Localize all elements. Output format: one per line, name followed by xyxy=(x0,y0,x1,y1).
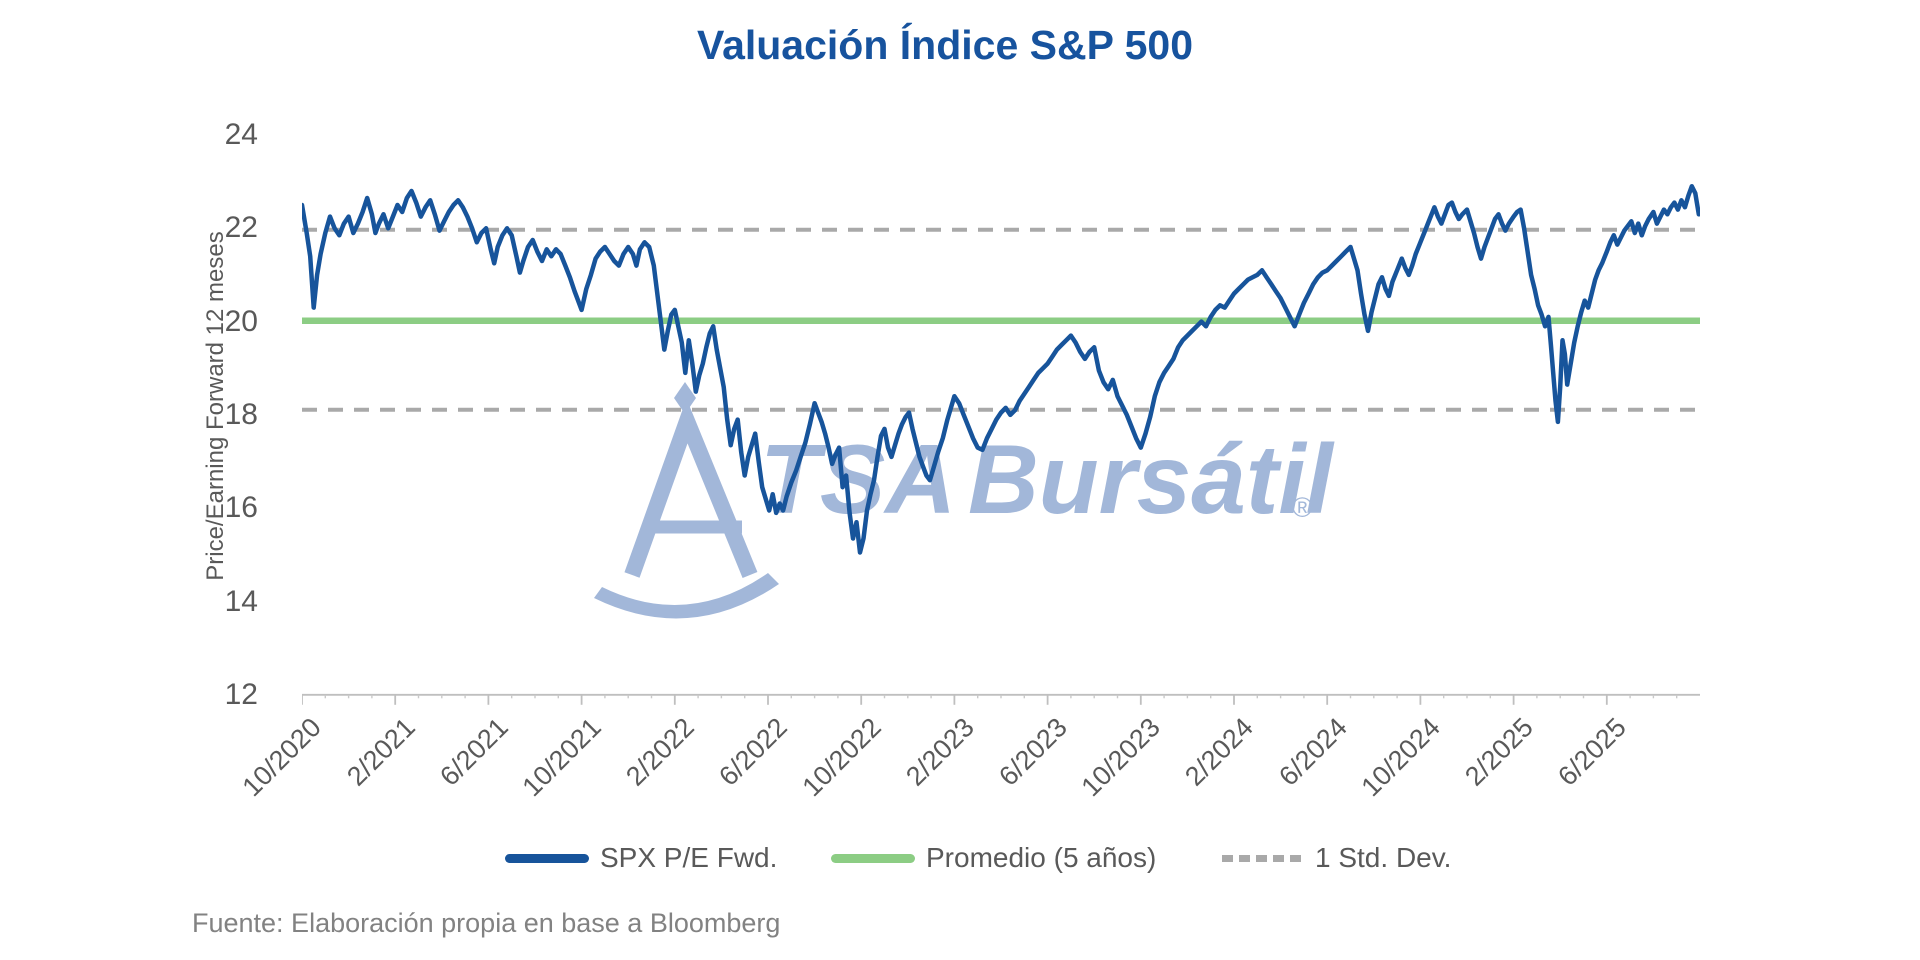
x-tick-label: 10/2023 xyxy=(1075,712,1167,803)
spx-pe-line xyxy=(302,184,1700,555)
x-axis xyxy=(302,693,1700,705)
chart-title: Valuación Índice S&P 500 xyxy=(696,22,1194,68)
y-tick-label: 18 xyxy=(224,397,258,431)
legend-line-swatch xyxy=(831,853,915,863)
x-tick-label: 10/2021 xyxy=(516,712,607,803)
legend-item: SPX P/E Fwd. xyxy=(505,842,777,874)
y-tick-label: 24 xyxy=(224,118,258,151)
y-tick-label: 20 xyxy=(224,304,258,338)
legend-dashed-swatch xyxy=(1222,854,1304,862)
y-tick-label: 14 xyxy=(224,584,258,618)
x-tick-label: 10/2020 xyxy=(236,712,328,803)
y-tick-label: 16 xyxy=(224,491,258,525)
legend-label: SPX P/E Fwd. xyxy=(600,842,778,873)
y-tick-label: 22 xyxy=(224,211,258,245)
x-tick-label: 10/2022 xyxy=(796,712,887,803)
watermark-text-regular: Bursátil xyxy=(968,424,1335,534)
legend-label: Promedio (5 años) xyxy=(926,842,1157,873)
legend-label: 1 Std. Dev. xyxy=(1315,842,1452,873)
reference-lines xyxy=(302,227,1700,412)
legend-item: 1 Std. Dev. xyxy=(1222,842,1451,874)
watermark-swoosh xyxy=(594,573,779,619)
watermark-registered-icon: ® xyxy=(1292,492,1313,523)
x-tick-label: 10/2024 xyxy=(1355,712,1446,803)
legend-line-swatch xyxy=(505,853,589,863)
source-note: Fuente: Elaboración propia en base a Blo… xyxy=(192,908,781,938)
plot-area: TSA Bursátil ® xyxy=(302,184,1700,705)
watermark-star-icon xyxy=(674,382,696,414)
y-tick-label: 12 xyxy=(224,677,258,711)
legend-item: Promedio (5 años) xyxy=(831,842,1156,874)
watermark-logo: TSA Bursátil ® xyxy=(594,382,1335,619)
